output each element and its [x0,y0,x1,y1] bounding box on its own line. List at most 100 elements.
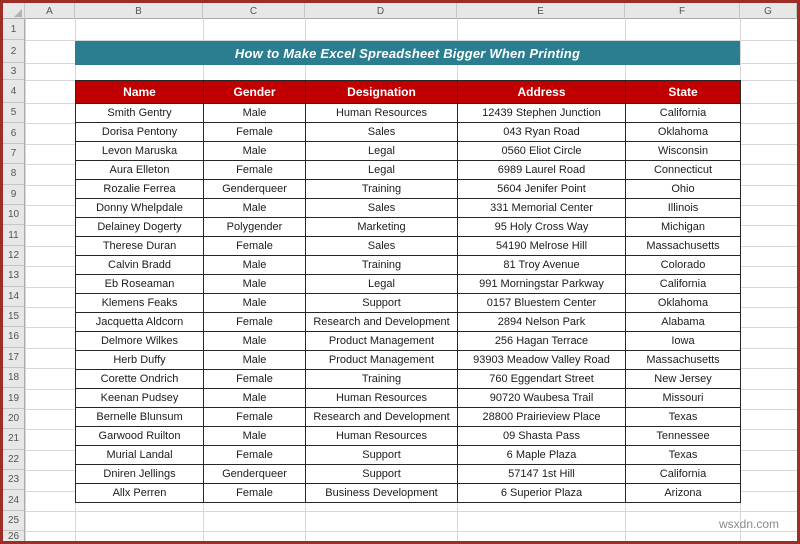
row-header-9[interactable]: 9 [3,185,24,205]
table-cell[interactable]: Female [203,122,306,142]
row-header-5[interactable]: 5 [3,103,24,124]
table-cell[interactable]: 256 Hagan Terrace [457,331,626,351]
row-header-7[interactable]: 7 [3,144,24,165]
table-header-designation[interactable]: Designation [305,80,458,104]
row-header-15[interactable]: 15 [3,307,24,328]
row-header-24[interactable]: 24 [3,490,24,511]
table-cell[interactable]: Texas [625,445,741,465]
table-cell[interactable]: Missouri [625,388,741,408]
table-cell[interactable]: Michigan [625,217,741,237]
row-header-8[interactable]: 8 [3,164,24,185]
table-cell[interactable]: Legal [305,160,458,180]
table-cell[interactable]: 90720 Waubesa Trail [457,388,626,408]
table-cell[interactable]: 331 Memorial Center [457,198,626,218]
table-cell[interactable]: Training [305,255,458,275]
table-cell[interactable]: 5604 Jenifer Point [457,179,626,199]
table-cell[interactable]: Allx Perren [75,483,204,503]
table-cell[interactable]: Research and Development [305,407,458,427]
table-cell[interactable]: Aura Elleton [75,160,204,180]
row-header-25[interactable]: 25 [3,511,24,532]
table-cell[interactable]: Sales [305,198,458,218]
table-cell[interactable]: Female [203,369,306,389]
table-cell[interactable]: 6989 Laurel Road [457,160,626,180]
table-cell[interactable]: Male [203,426,306,446]
table-cell[interactable]: Dorisa Pentony [75,122,204,142]
table-cell[interactable]: 09 Shasta Pass [457,426,626,446]
row-header-12[interactable]: 12 [3,246,24,267]
table-cell[interactable]: Support [305,445,458,465]
table-cell[interactable]: Keenan Pudsey [75,388,204,408]
table-cell[interactable]: Business Development [305,483,458,503]
table-cell[interactable]: Oklahoma [625,293,741,313]
row-header-26[interactable]: 26 [3,531,24,541]
column-header-D[interactable]: D [305,3,457,19]
table-cell[interactable]: Female [203,312,306,332]
column-header-E[interactable]: E [457,3,625,19]
column-header-A[interactable]: A [25,3,75,19]
table-cell[interactable]: Male [203,103,306,123]
table-cell[interactable]: Calvin Bradd [75,255,204,275]
table-cell[interactable]: Donny Whelpdale [75,198,204,218]
row-header-1[interactable]: 1 [3,19,24,40]
table-cell[interactable]: Texas [625,407,741,427]
table-cell[interactable]: Polygender [203,217,306,237]
table-cell[interactable]: Support [305,464,458,484]
table-cell[interactable]: 043 Ryan Road [457,122,626,142]
column-header-F[interactable]: F [625,3,740,19]
table-header-gender[interactable]: Gender [203,80,306,104]
table-cell[interactable]: Female [203,483,306,503]
row-header-14[interactable]: 14 [3,287,24,307]
row-header-2[interactable]: 2 [3,40,24,63]
row-header-18[interactable]: 18 [3,368,24,389]
column-header-G[interactable]: G [740,3,797,19]
table-cell[interactable]: Legal [305,141,458,161]
row-header-10[interactable]: 10 [3,205,24,226]
table-cell[interactable]: Rozalie Ferrea [75,179,204,199]
table-cell[interactable]: Product Management [305,331,458,351]
table-cell[interactable]: Oklahoma [625,122,741,142]
table-cell[interactable]: Ohio [625,179,741,199]
table-cell[interactable]: Therese Duran [75,236,204,256]
table-cell[interactable]: 12439 Stephen Junction [457,103,626,123]
table-cell[interactable]: Tennessee [625,426,741,446]
table-cell[interactable]: Marketing [305,217,458,237]
table-cell[interactable]: Murial Landal [75,445,204,465]
table-cell[interactable]: Delainey Dogerty [75,217,204,237]
table-cell[interactable]: Male [203,198,306,218]
table-cell[interactable]: 95 Holy Cross Way [457,217,626,237]
row-header-22[interactable]: 22 [3,450,24,471]
table-cell[interactable]: Herb Duffy [75,350,204,370]
table-cell[interactable]: 2894 Nelson Park [457,312,626,332]
row-header-4[interactable]: 4 [3,80,24,103]
table-cell[interactable]: Delmore Wilkes [75,331,204,351]
table-cell[interactable]: Male [203,350,306,370]
table-cell[interactable]: Female [203,445,306,465]
table-cell[interactable]: 81 Troy Avenue [457,255,626,275]
table-header-name[interactable]: Name [75,80,204,104]
table-cell[interactable]: Sales [305,236,458,256]
column-header-C[interactable]: C [203,3,305,19]
table-cell[interactable]: Training [305,369,458,389]
table-cell[interactable]: 0157 Bluestem Center [457,293,626,313]
table-cell[interactable]: 54190 Melrose Hill [457,236,626,256]
table-cell[interactable]: Iowa [625,331,741,351]
table-header-address[interactable]: Address [457,80,626,104]
table-cell[interactable]: Colorado [625,255,741,275]
table-cell[interactable]: Genderqueer [203,179,306,199]
table-cell[interactable]: California [625,464,741,484]
table-cell[interactable]: Smith Gentry [75,103,204,123]
table-cell[interactable]: Male [203,293,306,313]
row-header-23[interactable]: 23 [3,470,24,491]
title-banner[interactable]: How to Make Excel Spreadsheet Bigger Whe… [75,41,740,65]
table-cell[interactable]: Dniren Jellings [75,464,204,484]
column-header-B[interactable]: B [75,3,203,19]
row-header-20[interactable]: 20 [3,409,24,430]
table-cell[interactable]: Male [203,331,306,351]
table-cell[interactable]: Legal [305,274,458,294]
row-header-13[interactable]: 13 [3,266,24,287]
table-cell[interactable]: 6 Maple Plaza [457,445,626,465]
table-cell[interactable]: 6 Superior Plaza [457,483,626,503]
table-cell[interactable]: Research and Development [305,312,458,332]
row-header-19[interactable]: 19 [3,388,24,409]
table-cell[interactable]: Product Management [305,350,458,370]
